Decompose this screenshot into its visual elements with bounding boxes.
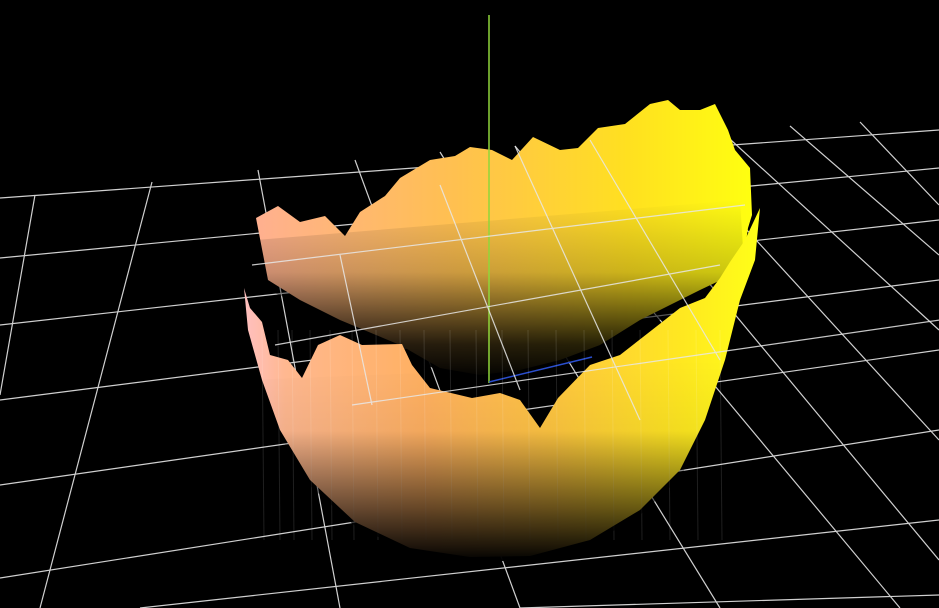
grid-line-overlay	[339, 254, 373, 406]
surface-front-wall	[244, 208, 760, 562]
grid-overlay	[251, 139, 939, 421]
grid-line-b	[789, 125, 939, 256]
surface-back-wall	[256, 100, 752, 380]
grid-line-b	[0, 194, 36, 396]
grid-line-overlay	[439, 184, 521, 391]
grid-line-overlay	[351, 319, 939, 406]
grid-line-a	[139, 519, 939, 608]
grid-line-b	[859, 121, 939, 206]
grid-line-overlay	[514, 145, 641, 421]
grid-line-overlay	[251, 204, 746, 266]
grid-line-b	[39, 181, 153, 608]
grid-line-a	[519, 594, 939, 608]
grid-line-overlay	[589, 139, 721, 361]
grid-line-b	[719, 129, 939, 331]
grid-line-overlay	[274, 264, 721, 346]
